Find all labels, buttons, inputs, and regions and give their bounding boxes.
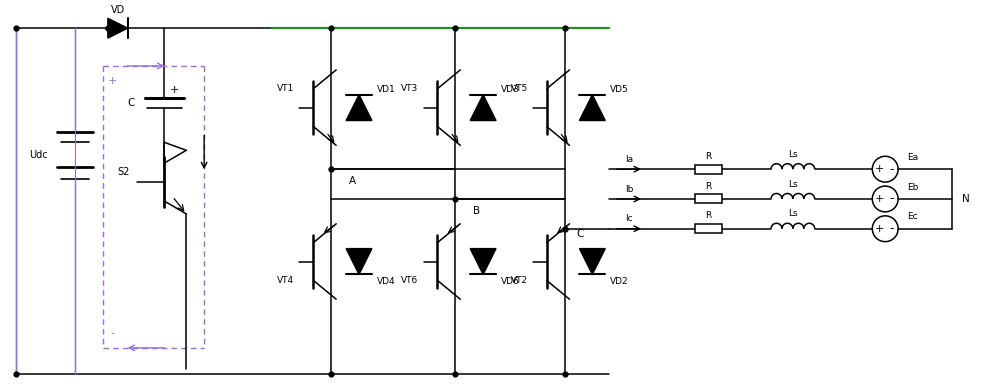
Polygon shape <box>108 18 128 38</box>
Text: +: + <box>875 194 884 204</box>
Text: -: - <box>889 163 893 176</box>
Text: VT3: VT3 <box>401 84 419 93</box>
Bar <box>695 195 722 204</box>
Text: -: - <box>111 328 115 338</box>
Text: VD2: VD2 <box>610 277 629 286</box>
Text: VT1: VT1 <box>277 84 294 93</box>
Text: Udc: Udc <box>29 150 47 160</box>
Text: +: + <box>108 76 117 86</box>
Text: C: C <box>576 229 584 239</box>
Polygon shape <box>346 248 372 274</box>
Text: A: A <box>349 176 356 186</box>
Text: -: - <box>889 222 893 235</box>
Polygon shape <box>346 95 372 120</box>
Text: N: N <box>962 194 969 204</box>
Bar <box>695 224 722 233</box>
Text: Eb: Eb <box>907 183 918 192</box>
Text: +: + <box>169 85 179 95</box>
Text: VT5: VT5 <box>511 84 528 93</box>
Text: Ia: Ia <box>625 155 633 164</box>
Text: +: + <box>875 224 884 234</box>
Text: Ic: Ic <box>625 214 633 223</box>
Text: B: B <box>473 206 480 216</box>
Text: VD5: VD5 <box>610 85 629 94</box>
Text: -: - <box>889 192 893 205</box>
Text: S2: S2 <box>117 167 130 177</box>
Text: VD1: VD1 <box>377 85 396 94</box>
Text: Ls: Ls <box>788 180 798 188</box>
Text: R: R <box>705 182 712 190</box>
Text: VD6: VD6 <box>501 277 520 286</box>
Polygon shape <box>470 248 496 274</box>
Text: VT2: VT2 <box>511 276 528 285</box>
Bar <box>695 165 722 174</box>
Text: +: + <box>875 164 884 174</box>
Polygon shape <box>470 95 496 120</box>
Text: VD3: VD3 <box>501 85 520 94</box>
Polygon shape <box>579 248 605 274</box>
Polygon shape <box>579 95 605 120</box>
Text: Ib: Ib <box>625 185 633 194</box>
Text: C: C <box>127 98 135 108</box>
Text: R: R <box>705 211 712 220</box>
Text: Ea: Ea <box>907 153 918 162</box>
Text: Ls: Ls <box>788 209 798 218</box>
Text: VT6: VT6 <box>401 276 419 285</box>
Text: R: R <box>705 152 712 161</box>
Text: VD4: VD4 <box>377 277 396 286</box>
Text: Ls: Ls <box>788 150 798 159</box>
Text: VT4: VT4 <box>277 276 294 285</box>
Text: Ec: Ec <box>907 212 918 221</box>
Text: VD: VD <box>111 5 125 15</box>
